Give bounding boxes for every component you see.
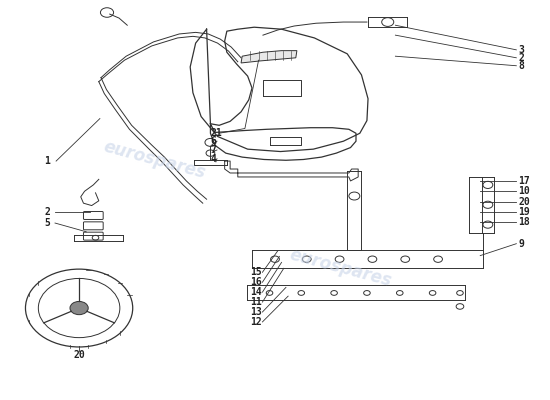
Text: 17: 17 — [519, 176, 530, 186]
Text: 2: 2 — [44, 207, 50, 217]
Text: 7: 7 — [211, 145, 216, 155]
Circle shape — [70, 302, 88, 315]
Text: 10: 10 — [519, 186, 530, 196]
Text: 5: 5 — [44, 218, 50, 228]
Text: 2: 2 — [519, 53, 524, 63]
Text: 20: 20 — [519, 196, 530, 206]
Text: 3: 3 — [519, 45, 524, 55]
Text: 4: 4 — [211, 154, 216, 164]
Text: 11: 11 — [250, 297, 262, 307]
Text: 8: 8 — [519, 61, 524, 71]
Text: eurospares: eurospares — [288, 245, 394, 290]
Text: 20: 20 — [73, 350, 85, 360]
Text: 1: 1 — [44, 156, 50, 166]
Text: 13: 13 — [250, 307, 262, 317]
Text: 16: 16 — [250, 277, 262, 287]
Text: 14: 14 — [250, 287, 262, 297]
Polygon shape — [241, 51, 297, 63]
Text: 9: 9 — [519, 239, 524, 249]
Text: eurospares: eurospares — [102, 138, 208, 182]
Text: 15: 15 — [250, 267, 262, 277]
Text: 6: 6 — [211, 136, 216, 146]
Text: 19: 19 — [519, 207, 530, 217]
Text: 12: 12 — [250, 317, 262, 327]
Text: 18: 18 — [519, 217, 530, 227]
Text: 21: 21 — [211, 128, 222, 138]
